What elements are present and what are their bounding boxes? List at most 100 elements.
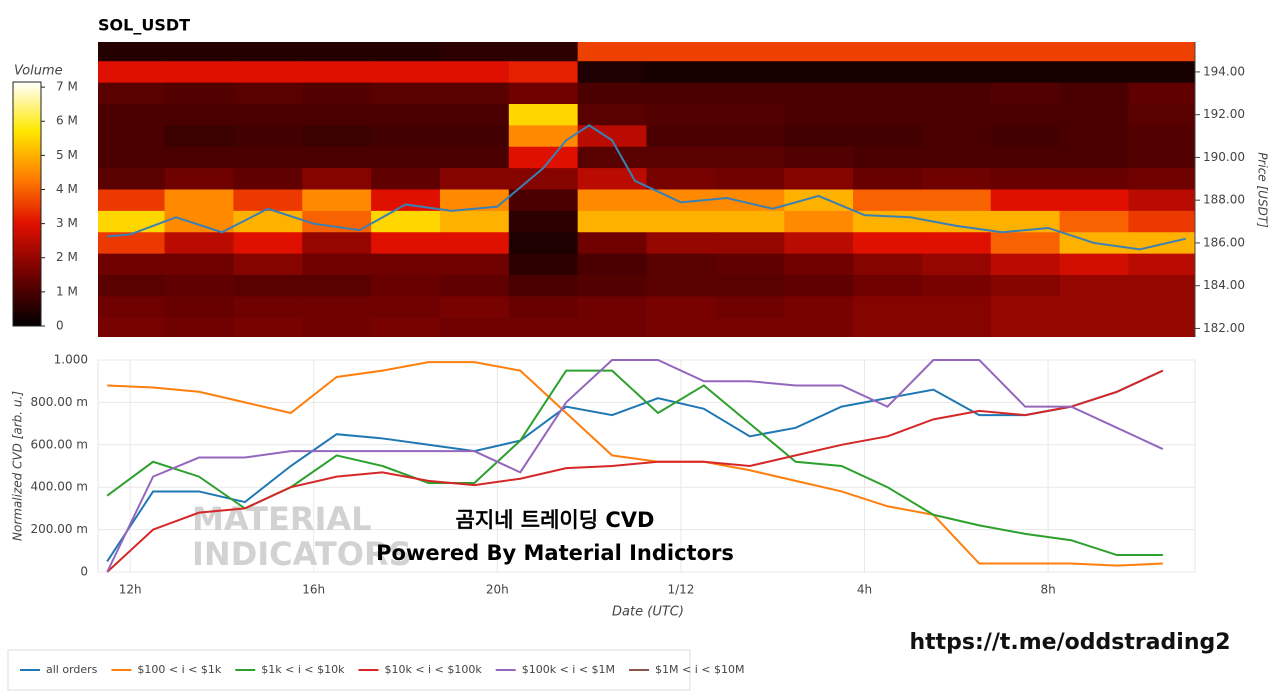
heat-cell <box>1128 146 1195 169</box>
heat-cell <box>715 82 785 105</box>
heat-cell <box>371 232 441 255</box>
heat-cell <box>921 232 992 255</box>
heat-cell <box>715 253 785 276</box>
heat-cell <box>371 253 441 276</box>
heat-cell <box>715 210 785 233</box>
heat-cell <box>990 146 1061 169</box>
heat-cell <box>508 168 579 190</box>
heat-cell <box>1059 61 1129 84</box>
heat-cell <box>784 189 854 212</box>
heat-cell <box>577 210 647 233</box>
heat-cell <box>1059 168 1129 190</box>
heat-cell <box>1128 275 1195 297</box>
y-tick-label: 0 <box>80 565 88 579</box>
heat-cell <box>98 232 166 255</box>
heat-cell <box>439 275 510 297</box>
heat-cell <box>439 103 510 126</box>
colorbar-tick-label: 1 M <box>56 284 78 298</box>
heat-cell <box>98 210 166 233</box>
heat-cell <box>577 232 647 255</box>
heat-cell <box>990 168 1061 190</box>
heat-cell <box>784 253 854 276</box>
heat-cell <box>439 253 510 276</box>
heat-cell <box>1059 125 1129 148</box>
heat-cell <box>577 275 647 297</box>
legend-label: $100k < i < $1M <box>522 663 615 676</box>
heat-cell <box>715 168 785 190</box>
heat-cell <box>508 317 579 337</box>
heat-cell <box>302 275 372 297</box>
heat-cell <box>921 42 992 62</box>
watermark: INDICATORS <box>192 535 412 573</box>
heat-cell <box>98 168 166 190</box>
heat-cell <box>508 189 579 212</box>
heat-cell <box>784 317 854 337</box>
heat-cell <box>784 296 854 319</box>
heat-cell <box>1128 82 1195 105</box>
heat-cell <box>990 210 1061 233</box>
heat-cell <box>1128 42 1195 62</box>
heat-cell <box>439 146 510 169</box>
heat-cell <box>508 82 579 105</box>
heat-cell <box>1128 210 1195 233</box>
heat-cell <box>98 253 166 276</box>
heat-cell <box>439 296 510 319</box>
heat-cell <box>853 42 923 62</box>
heat-cell <box>577 82 647 105</box>
plot-area <box>97 359 1196 573</box>
colorbar-title: Volume <box>14 64 63 79</box>
heat-cell <box>98 125 166 148</box>
chart-title: SOL_USDT <box>98 16 190 35</box>
heat-cell <box>439 210 510 233</box>
heat-cell <box>98 82 166 105</box>
heat-cell <box>439 168 510 190</box>
legend-label: $10k < i < $100k <box>384 663 482 676</box>
heat-cell <box>1059 189 1129 212</box>
heat-cell <box>233 232 303 255</box>
heat-cell <box>1059 146 1129 169</box>
heat-cell <box>990 103 1061 126</box>
heat-cell <box>98 103 166 126</box>
heat-cell <box>98 317 166 337</box>
heat-cell <box>784 168 854 190</box>
heat-cell <box>577 42 647 62</box>
heat-cell <box>508 232 579 255</box>
heat-cell <box>577 189 647 212</box>
heat-cell <box>921 103 992 126</box>
heat-cell <box>233 61 303 84</box>
heat-cell <box>164 103 234 126</box>
cvd-line <box>107 361 1163 567</box>
heat-cell <box>990 82 1061 105</box>
heat-cell <box>853 168 923 190</box>
heat-cell <box>577 61 647 84</box>
heat-cell <box>715 61 785 84</box>
heat-cell <box>577 296 647 319</box>
heat-cell <box>1059 317 1129 337</box>
heat-cell <box>371 275 441 297</box>
heat-cell <box>646 146 716 169</box>
heat-cell <box>98 42 166 62</box>
heat-cell <box>784 42 854 62</box>
colorbar-tick-label: 5 M <box>56 148 78 162</box>
heat-cell <box>715 103 785 126</box>
heat-cell <box>577 103 647 126</box>
heat-cell <box>302 168 372 190</box>
heat-cell <box>508 210 579 233</box>
heat-cell <box>302 61 372 84</box>
heat-cell <box>990 42 1061 62</box>
heat-cell <box>371 146 441 169</box>
y-tick-label: 184.00 <box>1203 278 1245 292</box>
heat-cell <box>784 103 854 126</box>
heat-cell <box>508 253 579 276</box>
heat-cell <box>508 146 579 169</box>
heat-cell <box>371 125 441 148</box>
heat-cell <box>921 61 992 84</box>
heat-cell <box>233 317 303 337</box>
heat-cell <box>784 125 854 148</box>
x-tick-label: 1/12 <box>667 583 694 597</box>
heat-cell <box>1059 82 1129 105</box>
heat-cell <box>921 125 992 148</box>
legend-label: all orders <box>46 663 98 676</box>
heat-cell <box>439 125 510 148</box>
heat-cell <box>646 232 716 255</box>
